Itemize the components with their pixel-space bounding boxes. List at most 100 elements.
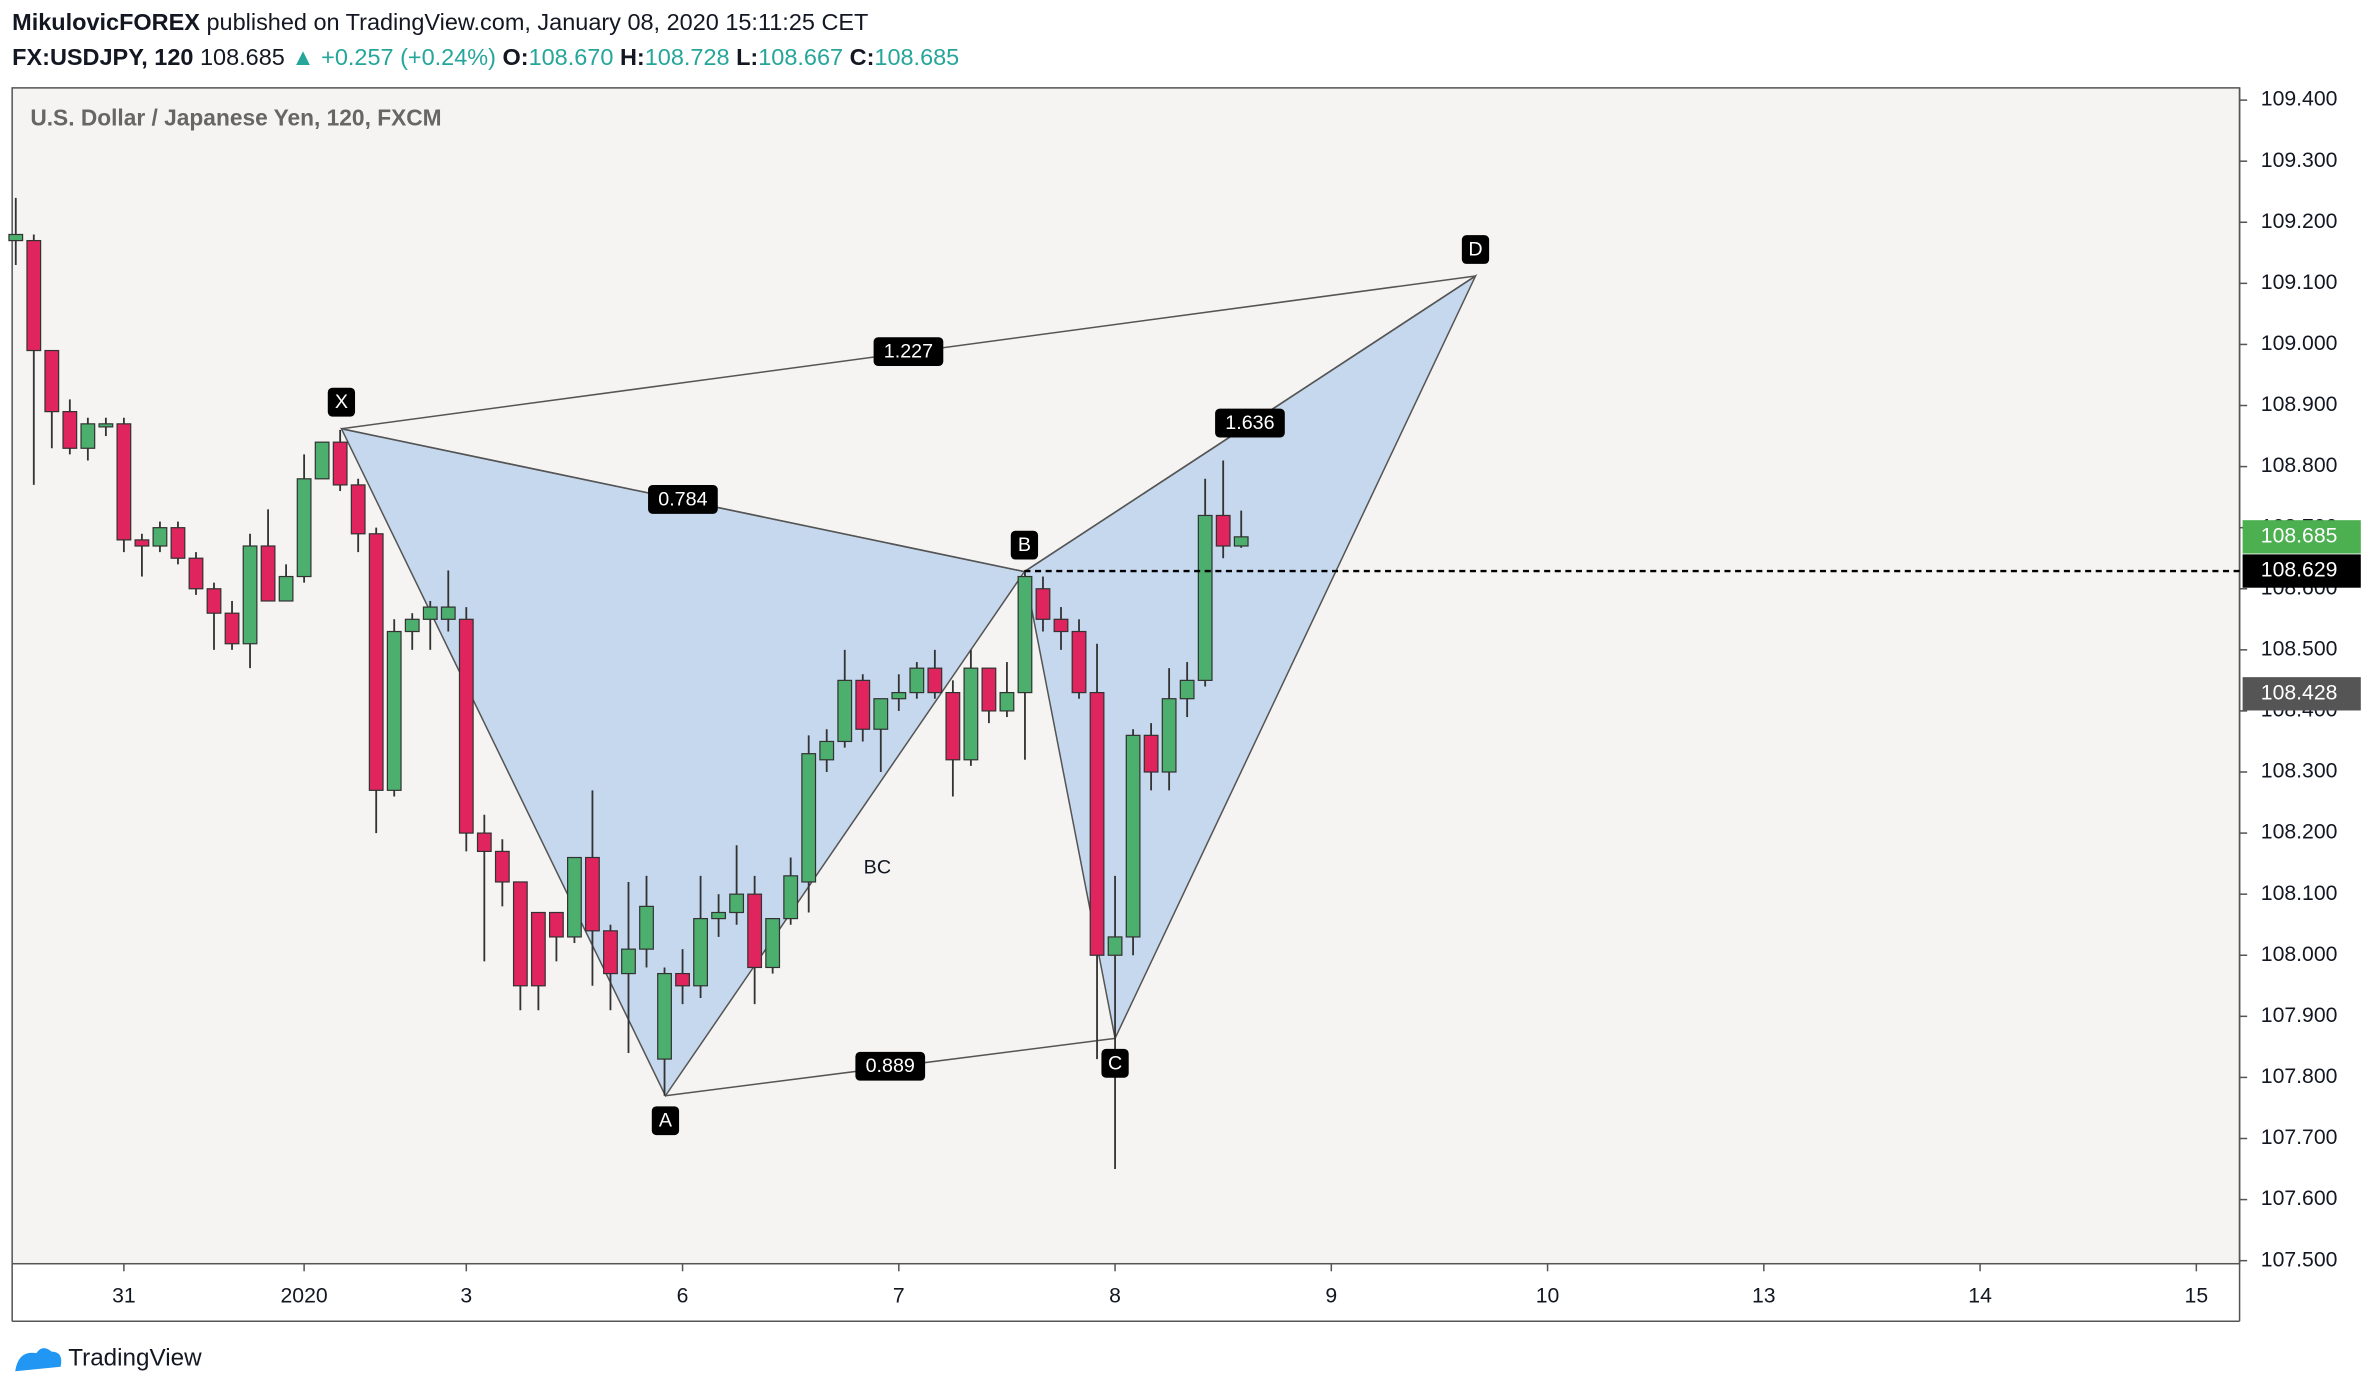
candle-body <box>1197 514 1213 681</box>
h-value: 108.728 <box>645 44 730 70</box>
y-tick-label: 109.300 <box>2261 149 2338 172</box>
candle-body <box>170 527 186 559</box>
chart-title: U.S. Dollar / Japanese Yen, 120, FXCM <box>30 105 441 131</box>
ratio-box <box>648 485 718 514</box>
candle-body <box>62 411 78 449</box>
candle-body <box>693 917 708 987</box>
candle-body <box>44 349 60 413</box>
x-tick-label: 2020 <box>281 1285 328 1308</box>
candle-body <box>8 233 24 242</box>
y-tick-label: 108.500 <box>2261 637 2338 660</box>
ratio-box <box>1215 408 1285 438</box>
y-tick-label: 108.300 <box>2261 760 2338 783</box>
candle-body <box>332 441 348 486</box>
candle-body <box>1143 734 1159 773</box>
candle-body <box>260 545 276 602</box>
candle-body <box>494 850 510 883</box>
price-badge <box>2242 554 2361 588</box>
o-label: O: <box>503 44 529 70</box>
point-label: A <box>659 1110 673 1132</box>
candle-body <box>783 875 799 920</box>
logo <box>15 1348 62 1372</box>
price-badge-label: 108.685 <box>2261 524 2338 547</box>
candle-body <box>963 667 979 761</box>
candle-body <box>1071 630 1087 694</box>
candle-body <box>819 740 835 761</box>
point-label: D <box>1468 238 1482 260</box>
price-badge <box>2242 677 2361 711</box>
candle-body <box>1179 679 1195 700</box>
y-tick-label: 108.900 <box>2261 393 2338 416</box>
x-tick-label: 10 <box>1536 1285 1560 1308</box>
candle-body <box>80 423 96 449</box>
y-tick-label: 108.200 <box>2261 821 2338 844</box>
candle-body <box>801 753 817 883</box>
x-tick-label: 9 <box>1325 1285 1337 1308</box>
author: MikulovicFOREX <box>12 9 200 35</box>
y-tick-label: 107.700 <box>2261 1126 2338 1149</box>
x-tick-label: 14 <box>1968 1285 1992 1308</box>
candle-body <box>567 856 582 938</box>
candle-body <box>1125 734 1141 938</box>
y-tick-label: 108.000 <box>2261 943 2338 966</box>
y-tick-label: 109.200 <box>2261 210 2338 233</box>
point-box <box>1461 235 1490 264</box>
candle-body <box>765 917 781 969</box>
ratio-label: 0.784 <box>658 488 707 510</box>
price-badge <box>2242 520 2361 554</box>
candle-body <box>639 905 654 950</box>
symbol: FX:USDJPY, 120 <box>12 44 193 70</box>
candle-body <box>1215 514 1231 547</box>
ratio-box <box>873 337 944 367</box>
y-tick-label: 107.900 <box>2261 1004 2338 1027</box>
x-tick-label: 3 <box>460 1285 472 1308</box>
candle-body <box>729 893 745 914</box>
x-tick-label: 7 <box>893 1285 905 1308</box>
l-label: L: <box>736 44 758 70</box>
point-box <box>1010 530 1039 560</box>
candle-body <box>548 911 564 938</box>
candle-body <box>98 423 114 428</box>
candle-body <box>206 588 222 614</box>
ratio-label: 1.636 <box>1225 412 1274 434</box>
candle-body <box>999 691 1015 712</box>
candle-body <box>927 667 943 694</box>
c-value: 108.685 <box>874 44 959 70</box>
candle-body <box>116 423 132 541</box>
candle-body <box>134 539 150 547</box>
candle-body <box>1107 936 1123 956</box>
candle-body <box>891 691 907 700</box>
x-tick-label: 13 <box>1752 1285 1776 1308</box>
candle-body <box>440 606 456 620</box>
candle-body <box>1233 536 1249 547</box>
y-tick-label: 109.100 <box>2261 271 2338 294</box>
candle-body <box>278 575 294 602</box>
candle-body <box>747 893 763 969</box>
plot: 107.500 107.600 107.700 107.800 107.900 108.0… <box>8 88 2361 1308</box>
x-tick-label: 8 <box>1109 1285 1121 1308</box>
change: ▲ +0.257 (+0.24%) <box>291 44 496 70</box>
candle-body <box>837 679 853 743</box>
candle-body <box>386 630 402 791</box>
price-badge-label: 108.428 <box>2261 681 2338 704</box>
candle-body <box>855 679 871 730</box>
x-tick-label: 31 <box>112 1285 136 1308</box>
point-label: X <box>335 391 348 413</box>
candle-body <box>512 881 528 987</box>
point-label: C <box>1108 1052 1122 1074</box>
candle-body <box>585 856 600 932</box>
x-tick-label: 15 <box>2185 1285 2209 1308</box>
candle-body <box>1017 575 1033 694</box>
point-box <box>1101 1048 1129 1078</box>
candle-body <box>1053 618 1069 633</box>
y-tick-label: 108.100 <box>2261 882 2338 905</box>
ratio-label: 1.227 <box>884 341 933 363</box>
o-value: 108.670 <box>529 44 614 70</box>
candle-body <box>657 972 672 1060</box>
candle-body <box>711 911 727 920</box>
candle-body <box>873 698 889 730</box>
candle-body <box>1089 691 1105 956</box>
leg-label: BC <box>864 856 891 878</box>
candle-body <box>224 612 240 645</box>
candle-body <box>476 832 492 853</box>
